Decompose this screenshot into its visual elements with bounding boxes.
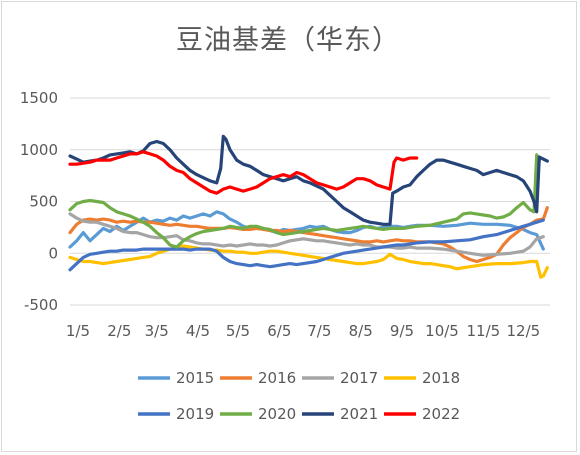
legend-label: 2018 [422, 369, 460, 387]
y-tick-label: 1500 [20, 89, 58, 107]
legend-label: 2016 [258, 369, 296, 387]
x-tick-label: 10/5 [425, 322, 459, 340]
y-tick-label: -500 [24, 296, 58, 314]
series-line-2022 [68, 150, 419, 195]
legend-label: 2017 [340, 369, 378, 387]
legend: 2015 2016 2017 2018 2019 2020 2021 2022 [138, 369, 460, 423]
x-tick-label: 8/5 [349, 322, 373, 340]
x-tick-label: 7/5 [307, 322, 331, 340]
legend-item-2020: 2020 [220, 405, 296, 423]
x-tick-label: 2/5 [107, 322, 131, 340]
legend-label: 2019 [176, 405, 214, 423]
series-line-2018 [68, 244, 549, 279]
legend-item-2015: 2015 [138, 369, 214, 387]
legend-item-2022: 2022 [384, 405, 460, 423]
legend-label: 2021 [340, 405, 378, 423]
x-tick-label: 4/5 [186, 322, 210, 340]
legend-label: 2022 [422, 405, 460, 423]
grid-lines [70, 97, 550, 306]
legend-label: 2020 [258, 405, 296, 423]
legend-item-2021: 2021 [302, 405, 378, 423]
series-line-2019 [68, 218, 545, 272]
legend-item-2017: 2017 [302, 369, 378, 387]
legend-item-2019: 2019 [138, 405, 214, 423]
legend-item-2018: 2018 [384, 369, 460, 387]
series-lines [68, 134, 549, 279]
chart-title: 豆油基差（华东） [176, 25, 400, 56]
series-line-2020 [68, 153, 541, 249]
series-line-2021 [68, 134, 549, 226]
series-line-2016 [68, 206, 549, 264]
legend-label: 2015 [176, 369, 214, 387]
y-tick-label: 500 [29, 193, 58, 211]
x-tick-label: 6/5 [267, 322, 291, 340]
x-tick-label: 3/5 [145, 322, 169, 340]
x-tick-label: 11/5 [466, 322, 500, 340]
x-tick-label: 5/5 [226, 322, 250, 340]
y-tick-label: 0 [48, 244, 58, 262]
y-axis: 1500 1000 500 0 -500 [20, 89, 58, 314]
x-tick-label: 1/5 [66, 322, 90, 340]
x-axis: 1/5 2/5 3/5 4/5 5/5 6/5 7/5 8/5 9/5 10/5 11/5 12/5 [66, 322, 540, 340]
x-tick-label: 12/5 [506, 322, 540, 340]
y-tick-label: 1000 [20, 141, 58, 159]
x-tick-label: 9/5 [390, 322, 414, 340]
series-line-2017 [68, 212, 545, 257]
legend-item-2016: 2016 [220, 369, 296, 387]
